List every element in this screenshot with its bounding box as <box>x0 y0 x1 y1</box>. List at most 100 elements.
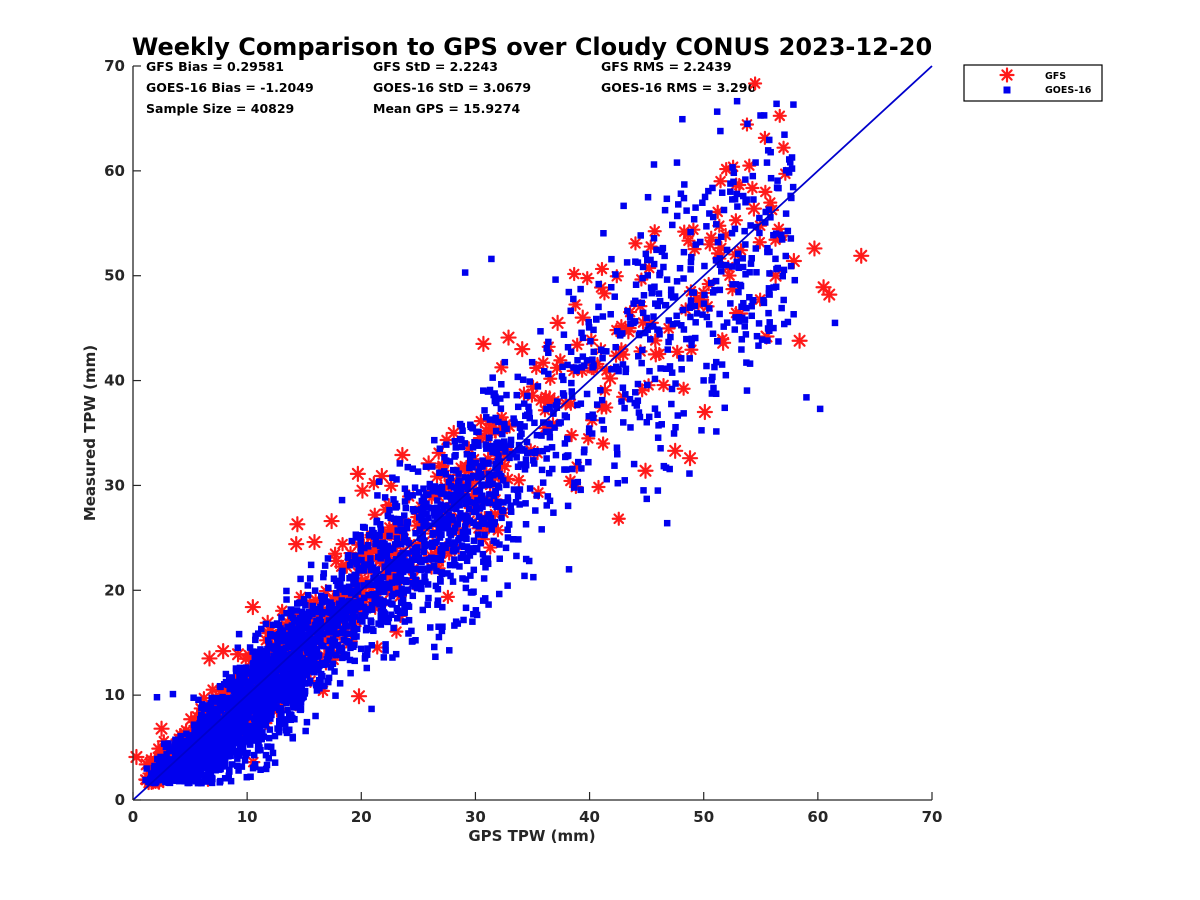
goes16-point <box>522 500 529 507</box>
goes16-point <box>177 739 185 746</box>
goes16-point <box>203 713 210 720</box>
goes16-point <box>431 483 439 490</box>
goes16-point <box>364 541 372 549</box>
goes16-point <box>479 492 486 499</box>
goes16-point <box>241 722 249 729</box>
goes16-point <box>242 706 249 713</box>
goes16-point <box>236 664 244 672</box>
goes16-point <box>539 479 547 486</box>
goes16-point <box>302 727 309 735</box>
goes16-point <box>489 480 496 488</box>
goes16-point <box>748 312 755 320</box>
goes16-point <box>303 671 311 679</box>
goes16-point <box>435 633 443 641</box>
goes16-point <box>447 482 455 490</box>
goes16-point <box>399 598 407 606</box>
goes16-point <box>513 391 520 399</box>
goes16-point <box>640 292 648 299</box>
goes16-point <box>452 444 460 451</box>
goes16-point <box>313 605 321 613</box>
goes16-point <box>216 748 223 756</box>
goes16-point <box>735 264 743 272</box>
goes16-point <box>264 664 272 671</box>
goes16-point <box>209 740 216 748</box>
goes16-point <box>353 633 360 640</box>
goes16-point <box>234 683 242 690</box>
goes16-point <box>230 694 237 701</box>
goes16-point <box>249 764 257 772</box>
goes16-point <box>372 538 380 546</box>
goes16-point <box>656 331 663 338</box>
goes16-point <box>382 580 389 588</box>
goes16-point <box>255 686 263 693</box>
goes16-point <box>750 196 757 203</box>
goes16-point <box>484 555 492 562</box>
goes16-point <box>512 499 520 506</box>
goes16-point <box>274 676 282 684</box>
goes16-point <box>267 711 275 718</box>
goes16-point <box>666 465 673 473</box>
goes16-point <box>262 620 270 628</box>
goes16-point <box>720 323 727 330</box>
goes16-point <box>360 567 368 574</box>
goes16-point <box>374 492 381 499</box>
goes16-point <box>461 440 469 447</box>
goes16-point <box>261 694 268 702</box>
goes16-point <box>418 510 425 518</box>
stat-goes16-std: GOES-16 StD = 3.0679 <box>373 80 531 95</box>
goes16-point <box>474 474 482 481</box>
goes16-point <box>470 610 477 618</box>
goes16-point <box>757 112 764 119</box>
goes16-point <box>313 687 321 694</box>
goes16-point <box>560 376 567 384</box>
goes16-point <box>282 674 289 681</box>
legend: GFS GOES-16 <box>963 64 1103 102</box>
goes16-point <box>405 539 413 547</box>
goes16-point <box>665 338 672 346</box>
goes16-point <box>790 311 797 318</box>
goes16-point <box>423 500 430 508</box>
goes16-point <box>449 540 457 547</box>
goes16-point <box>471 439 478 446</box>
goes16-point <box>231 710 238 717</box>
goes16-point <box>494 482 502 489</box>
goes16-point <box>532 447 540 455</box>
goes16-point <box>327 609 334 617</box>
goes16-point <box>377 617 385 624</box>
goes16-point <box>599 313 607 320</box>
gfs-point <box>394 446 411 464</box>
goes16-point <box>157 772 165 779</box>
goes16-point <box>595 280 602 288</box>
goes16-point <box>653 246 660 254</box>
goes16-point <box>183 730 190 738</box>
goes16-point <box>199 701 206 708</box>
goes16-point <box>578 364 586 371</box>
goes16-point <box>564 361 571 369</box>
gfs-point <box>637 462 654 479</box>
goes16-point <box>683 335 690 343</box>
goes16-point <box>623 259 631 266</box>
goes16-point <box>184 768 192 775</box>
goes16-point <box>329 636 337 643</box>
y-tick-label: 30 <box>104 476 125 494</box>
goes16-point <box>517 421 524 428</box>
goes16-point <box>688 253 695 261</box>
goes16-point <box>699 311 706 318</box>
goes16-point <box>388 592 396 600</box>
goes16-point <box>654 326 661 333</box>
goes16-point <box>772 255 779 263</box>
goes16-point <box>333 589 340 597</box>
goes16-point <box>442 457 450 464</box>
gfs-point <box>238 651 253 666</box>
goes16-point <box>446 647 453 654</box>
goes16-point <box>247 729 255 737</box>
gfs-point <box>821 286 838 303</box>
goes16-point <box>250 751 258 759</box>
gfs-legend-star <box>999 67 1015 83</box>
goes16-point <box>415 584 422 591</box>
gfs-point <box>715 334 732 351</box>
goes16-point <box>207 713 215 720</box>
goes16-point <box>296 675 304 683</box>
goes16-point <box>266 726 274 733</box>
goes16-point <box>673 159 681 166</box>
